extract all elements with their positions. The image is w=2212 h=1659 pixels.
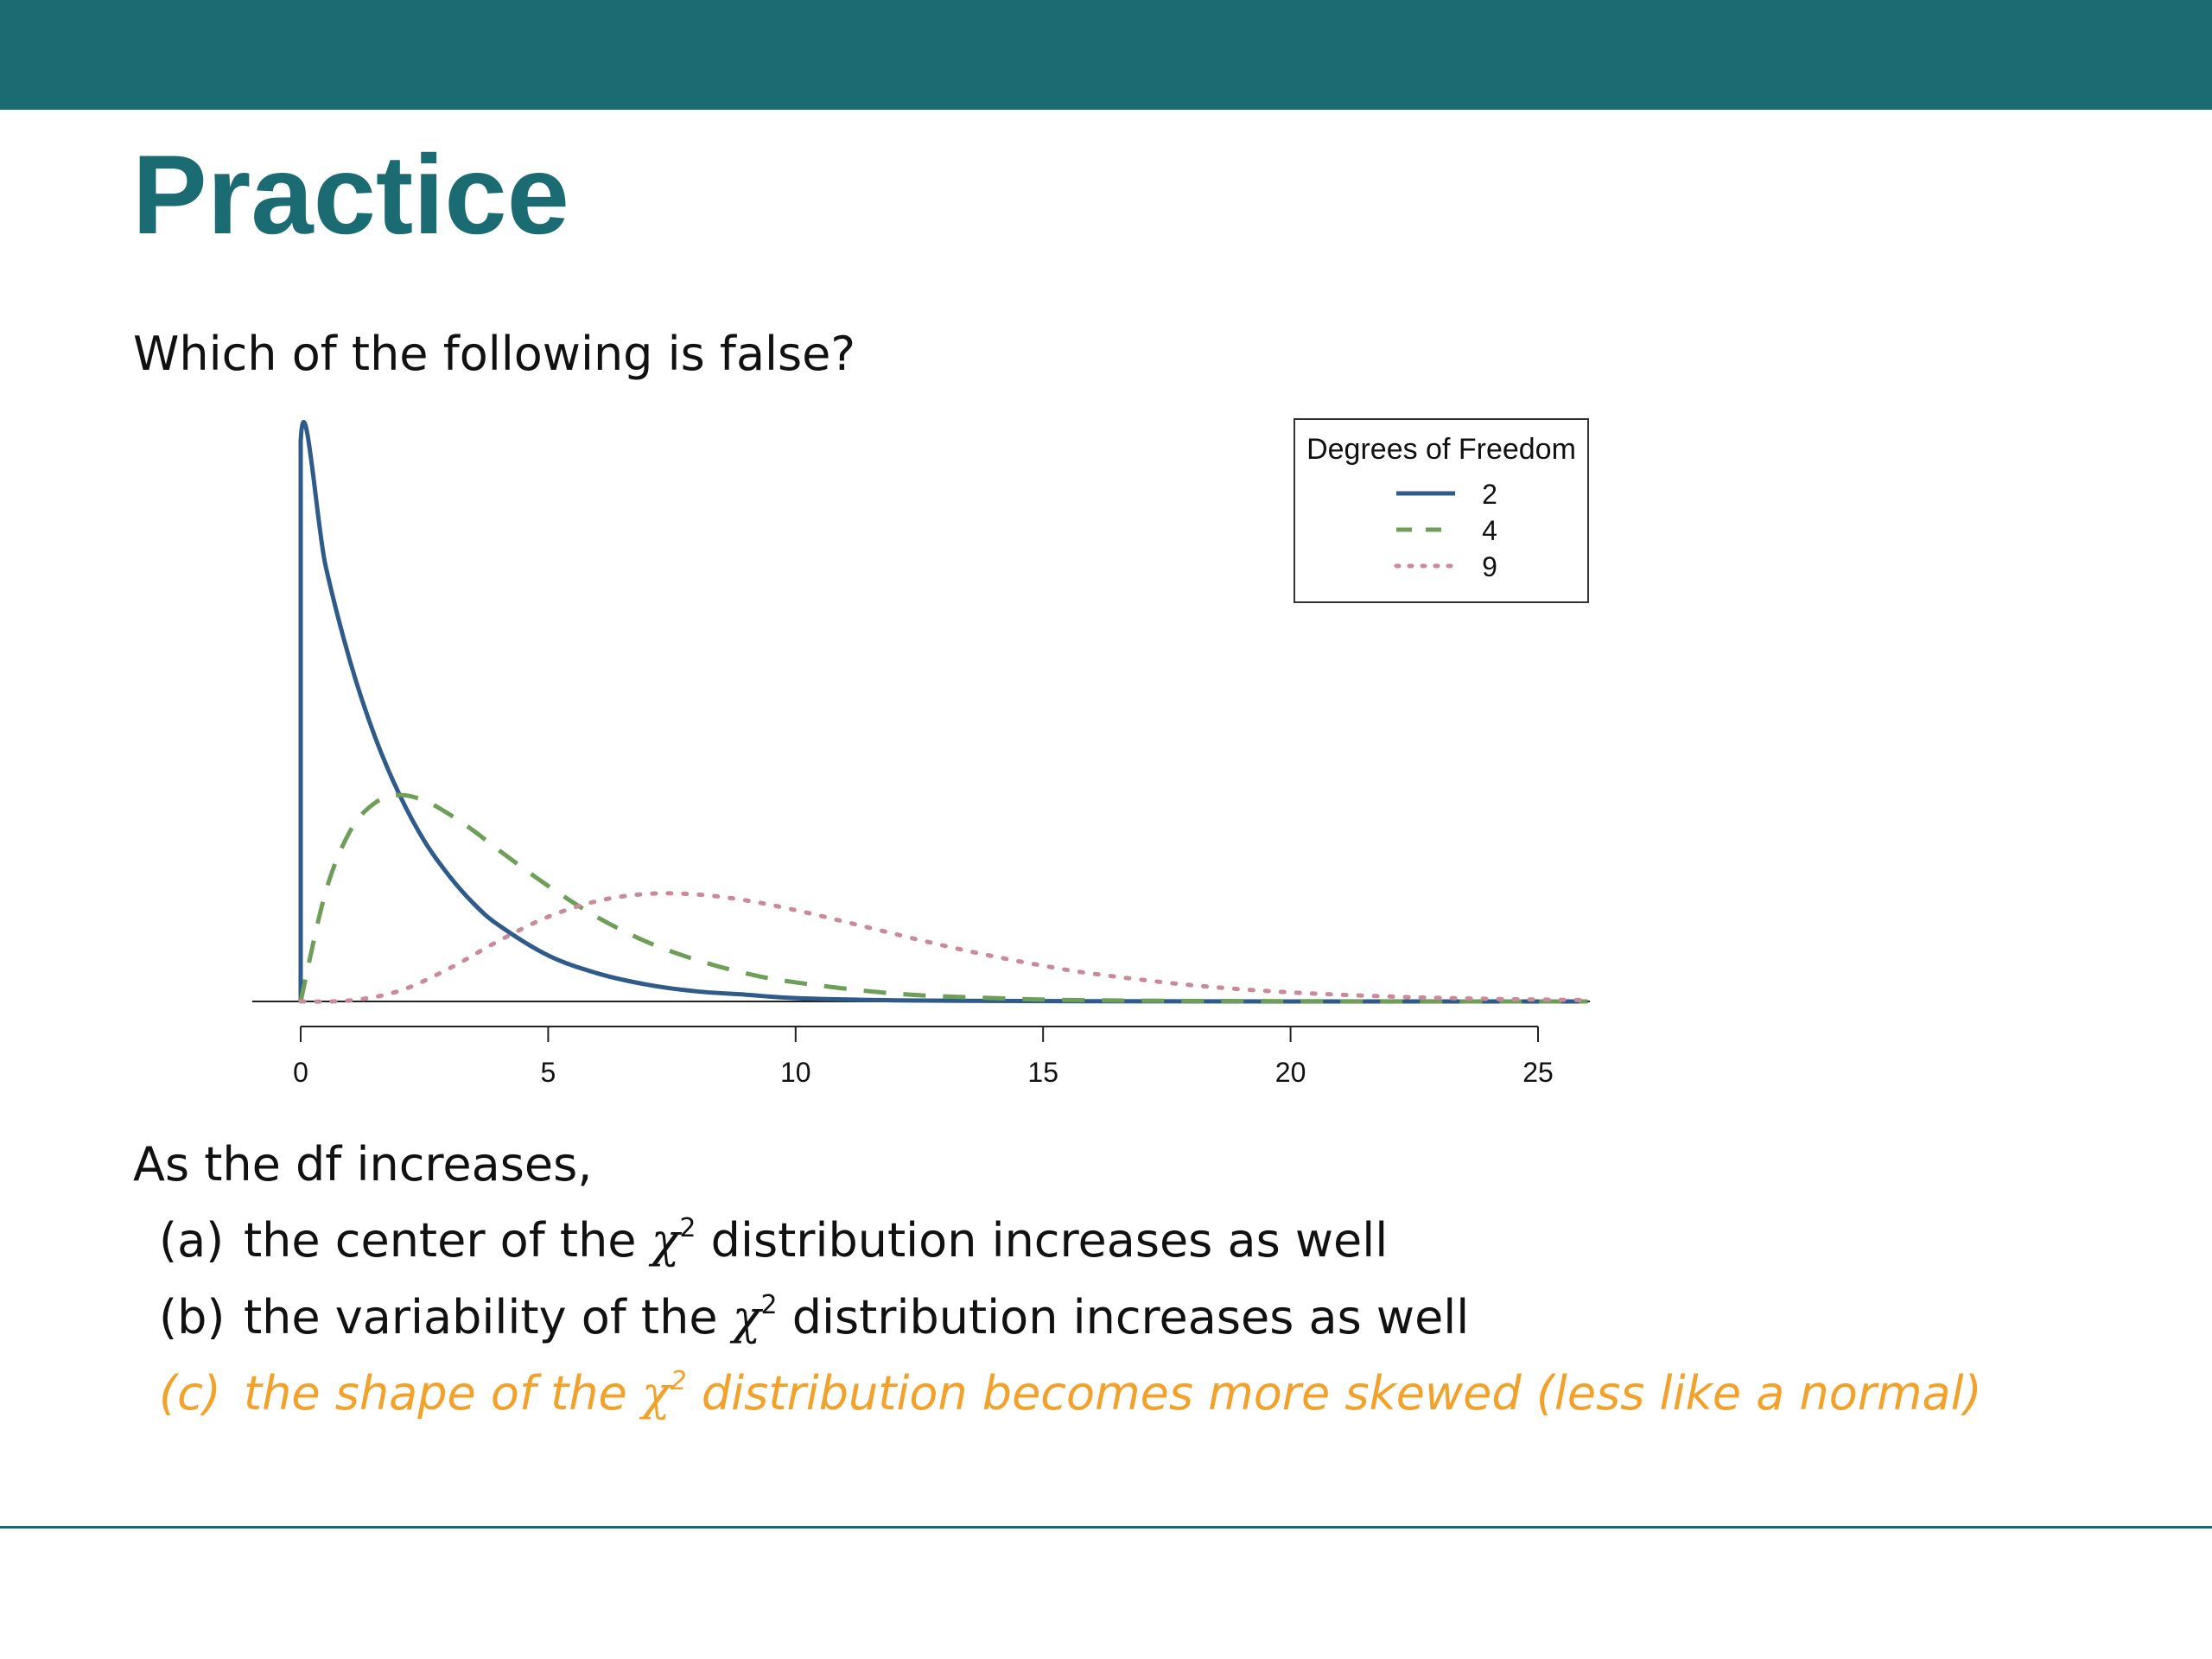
legend-title: Degrees of Freedom — [1306, 433, 1576, 466]
series-line-df-4 — [298, 792, 1588, 1004]
slide-title: Practice — [132, 131, 569, 257]
option-b[interactable]: (b) the variability of the χ2 distributio… — [159, 1283, 1469, 1352]
header-bar — [0, 0, 2212, 110]
option-b-chi-symbol: χ — [732, 1290, 761, 1344]
legend-label-df-9: 9 — [1482, 551, 1497, 582]
option-c-text-pre: the shape of the — [244, 1366, 642, 1421]
option-a-letter: (a) — [159, 1213, 225, 1268]
option-a-text-pre: the center of the — [244, 1213, 652, 1268]
x-tick-label: 15 — [1027, 1057, 1058, 1088]
legend-label-df-4: 4 — [1482, 515, 1497, 546]
option-c-text-post: distribution becomes more skewed (less l… — [686, 1366, 1982, 1421]
option-c-letter: (c) — [159, 1366, 221, 1421]
option-a-chi-symbol: χ — [651, 1213, 680, 1268]
x-tick-label: 5 — [541, 1057, 556, 1088]
option-b-letter: (b) — [159, 1290, 226, 1344]
x-tick-label: 25 — [1522, 1057, 1554, 1088]
question-stem: As the df increases, — [133, 1137, 593, 1192]
series-line-df-2 — [298, 419, 1588, 1004]
legend-label-df-2: 2 — [1482, 479, 1497, 510]
series-line-df-9 — [298, 891, 1590, 1004]
option-a[interactable]: (a) the center of the χ2 distribution inc… — [159, 1206, 1388, 1275]
option-a-superscript: 2 — [679, 1213, 696, 1243]
x-tick-label: 10 — [780, 1057, 811, 1088]
x-tick-label: 0 — [293, 1057, 308, 1088]
option-c-chi-symbol: χ — [641, 1366, 671, 1421]
option-b-text-pre: the variability of the — [244, 1290, 733, 1344]
option-c[interactable]: (c) the shape of the χ2 distribution beco… — [159, 1359, 1982, 1428]
x-tick-label: 20 — [1275, 1057, 1306, 1088]
option-a-text-post: distribution increases as well — [696, 1213, 1389, 1268]
option-b-text-post: distribution increases as well — [777, 1290, 1470, 1344]
question-text: Which of the following is false? — [133, 327, 856, 381]
option-b-superscript: 2 — [760, 1290, 778, 1320]
option-c-superscript: 2 — [670, 1366, 687, 1396]
legend-box — [1294, 418, 1589, 603]
footer-rule — [0, 1526, 2212, 1529]
